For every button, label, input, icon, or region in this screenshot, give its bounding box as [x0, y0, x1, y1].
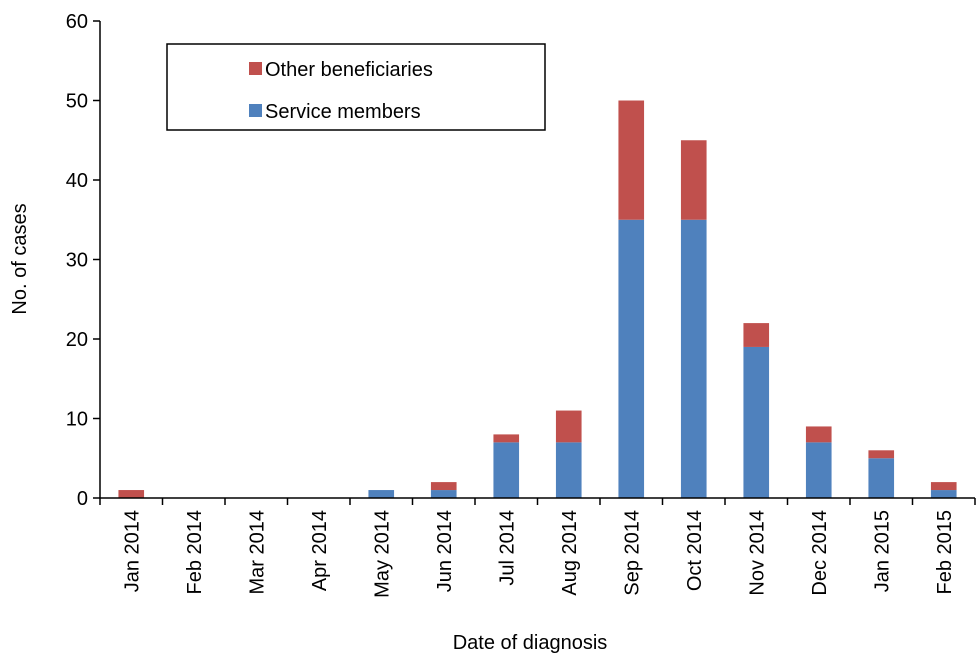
bar-service-members-dec-2014	[805, 442, 832, 498]
legend-label-service-members: Service members	[265, 101, 421, 123]
x-axis-title: Date of diagnosis	[453, 632, 608, 654]
x-tick-label: Sep 2014	[621, 510, 643, 596]
bar-service-members-oct-2014	[680, 219, 707, 498]
legend: Other beneficiaries Service members	[166, 43, 546, 131]
x-tick-label: Jan 2015	[871, 510, 893, 592]
bar-service-members-jun-2014	[430, 490, 457, 498]
x-tick-label: Jun 2014	[434, 510, 456, 592]
bar-other-beneficiaries-jul-2014	[493, 434, 520, 443]
x-tick-label: Mar 2014	[246, 510, 268, 595]
legend-swatch-other-beneficiaries	[249, 62, 262, 75]
bar-other-beneficiaries-nov-2014	[743, 323, 770, 347]
x-tick-label: Feb 2015	[934, 510, 956, 595]
axes-layer	[93, 20, 976, 505]
x-tick-label: Apr 2014	[309, 510, 331, 591]
y-tick-labels: 0 10 20 30 40 50 60	[66, 11, 88, 510]
y-tick-label: 40	[66, 170, 88, 192]
bar-service-members-aug-2014	[555, 442, 582, 498]
bar-service-members-jul-2014	[493, 442, 520, 498]
legend-box	[166, 43, 546, 131]
y-tick-label: 0	[77, 488, 88, 510]
bar-other-beneficiaries-jun-2014	[430, 482, 457, 491]
x-tick-label: Jul 2014	[496, 510, 518, 586]
y-tick-label: 10	[66, 409, 88, 431]
bar-service-members-may-2014	[368, 490, 395, 498]
legend-swatch-service-members	[249, 104, 262, 117]
bar-other-beneficiaries-oct-2014	[680, 140, 707, 220]
bar-other-beneficiaries-jan-2014	[118, 490, 145, 498]
x-tick-label: Aug 2014	[559, 510, 581, 596]
bar-other-beneficiaries-jan-2015	[868, 450, 895, 459]
y-tick-label: 50	[66, 91, 88, 113]
x-tick-label: Feb 2014	[184, 510, 206, 595]
bar-other-beneficiaries-aug-2014	[555, 410, 582, 443]
bar-other-beneficiaries-dec-2014	[805, 426, 832, 443]
bars-layer	[118, 100, 957, 498]
bar-service-members-jan-2015	[868, 458, 895, 498]
x-tick-labels: Jan 2014 Feb 2014 Mar 2014 Apr 2014 May 2014…	[121, 510, 956, 598]
x-tick-label: Dec 2014	[809, 510, 831, 596]
x-tick-label: Nov 2014	[746, 510, 768, 596]
x-tick-label: Jan 2014	[121, 510, 143, 592]
y-tick-label: 30	[66, 250, 88, 272]
legend-label-other-beneficiaries: Other beneficiaries	[265, 59, 433, 81]
y-axis-title: No. of cases	[9, 203, 31, 314]
bar-service-members-feb-2015	[930, 490, 957, 498]
x-tick-label: May 2014	[371, 510, 393, 598]
y-tick-label: 60	[66, 11, 88, 33]
bar-service-members-nov-2014	[743, 346, 770, 498]
bar-service-members-sep-2014	[618, 219, 645, 498]
y-tick-label: 20	[66, 329, 88, 351]
x-tick-label: Oct 2014	[684, 510, 706, 591]
bar-other-beneficiaries-sep-2014	[618, 100, 645, 220]
bar-other-beneficiaries-feb-2015	[930, 482, 957, 491]
